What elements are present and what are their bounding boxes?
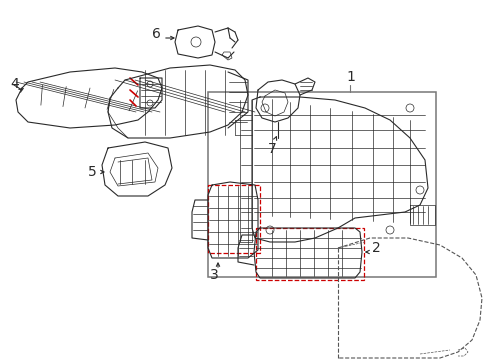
Bar (207, 185, 260, 253)
Bar (256, 228, 363, 280)
Text: 1: 1 (346, 70, 354, 84)
Text: 2: 2 (371, 241, 380, 255)
Bar (207, 92, 435, 277)
Text: 4: 4 (10, 77, 19, 91)
Text: 3: 3 (209, 268, 218, 282)
Text: 7: 7 (267, 142, 276, 156)
Text: 6: 6 (152, 27, 161, 41)
Text: 5: 5 (88, 165, 97, 179)
